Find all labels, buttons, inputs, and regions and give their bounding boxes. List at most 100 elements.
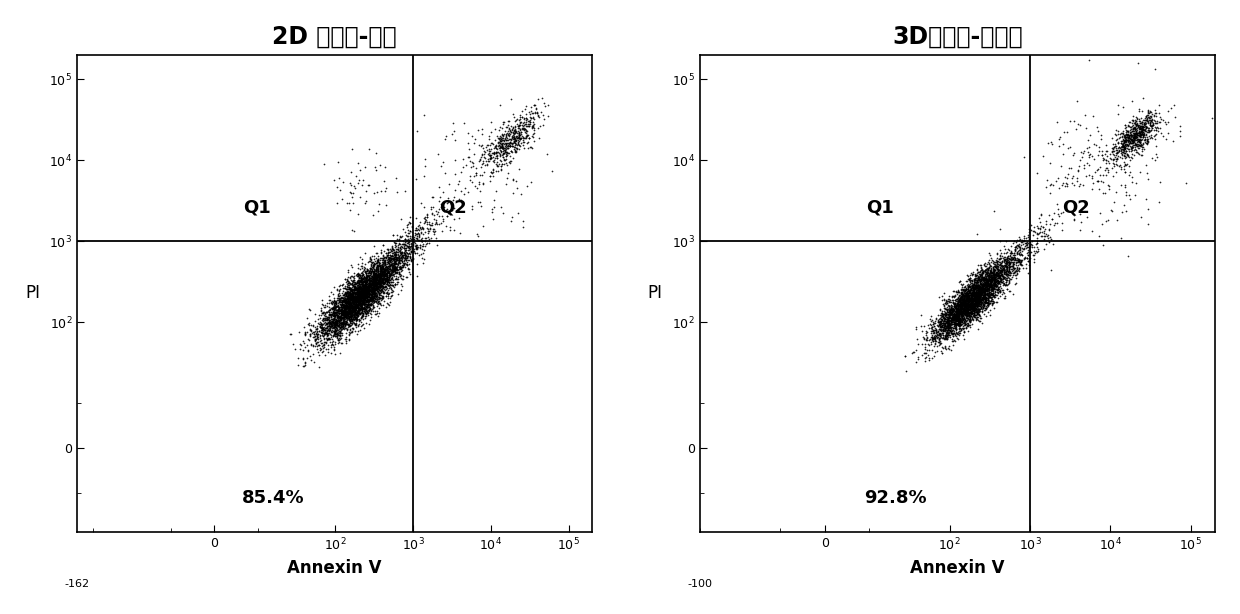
Point: [498, 143, 518, 153]
Point: [1111, 143, 1131, 153]
Point: [343, 302, 363, 312]
Point: [378, 262, 398, 271]
Point: [396, 251, 415, 261]
Point: [373, 277, 393, 287]
Point: [967, 295, 987, 305]
Point: [951, 305, 971, 314]
Point: [332, 280, 352, 290]
Point: [355, 273, 374, 282]
Point: [947, 308, 967, 317]
Point: [366, 279, 386, 289]
Point: [494, 155, 513, 165]
Point: [977, 263, 997, 273]
Point: [941, 305, 961, 315]
Point: [357, 307, 377, 317]
Point: [955, 298, 975, 308]
Point: [934, 312, 954, 322]
Point: [345, 293, 365, 303]
Point: [341, 293, 361, 303]
Point: [970, 291, 990, 301]
Point: [955, 298, 975, 308]
Point: [1038, 231, 1058, 241]
Point: [1132, 130, 1152, 139]
Point: [1145, 131, 1164, 141]
Point: [355, 287, 374, 297]
Point: [963, 309, 983, 319]
Point: [310, 325, 330, 335]
Point: [959, 309, 978, 319]
Point: [985, 270, 1004, 280]
Point: [481, 127, 501, 137]
Point: [357, 282, 377, 292]
Point: [954, 291, 973, 301]
Point: [517, 131, 537, 141]
Point: [928, 327, 947, 336]
Point: [350, 281, 370, 290]
Point: [368, 282, 388, 292]
Point: [939, 307, 959, 317]
Point: [1114, 126, 1133, 136]
Point: [357, 306, 377, 316]
Point: [963, 294, 983, 304]
Point: [351, 275, 371, 285]
Point: [950, 314, 970, 324]
Point: [334, 303, 353, 313]
Point: [353, 290, 373, 300]
Point: [336, 308, 356, 318]
Point: [373, 276, 393, 286]
Point: [327, 319, 347, 329]
Point: [461, 161, 481, 171]
Point: [418, 226, 438, 236]
Point: [371, 263, 391, 273]
Point: [973, 293, 993, 303]
Point: [343, 281, 363, 291]
Point: [994, 265, 1014, 275]
Point: [1145, 122, 1164, 132]
Point: [373, 267, 393, 277]
Point: [317, 326, 337, 336]
Point: [952, 287, 972, 297]
Point: [384, 247, 404, 257]
Point: [365, 274, 384, 284]
Point: [1137, 136, 1157, 146]
Point: [339, 301, 358, 311]
Point: [355, 295, 374, 305]
Point: [1118, 141, 1138, 150]
Point: [1011, 241, 1030, 251]
Point: [951, 325, 971, 335]
Point: [337, 301, 357, 311]
Point: [945, 309, 965, 319]
Point: [516, 125, 536, 134]
Point: [463, 204, 482, 214]
Point: [956, 290, 976, 300]
Point: [980, 260, 999, 270]
Point: [360, 278, 379, 288]
Point: [365, 280, 384, 290]
Point: [368, 254, 388, 264]
Point: [982, 280, 1002, 290]
Point: [1114, 144, 1133, 154]
Point: [1091, 176, 1111, 186]
Point: [1111, 146, 1131, 156]
Point: [374, 277, 394, 287]
Point: [367, 283, 387, 293]
Point: [528, 123, 548, 133]
Point: [1137, 138, 1157, 148]
Point: [322, 319, 342, 328]
Point: [959, 301, 978, 311]
Point: [346, 301, 366, 311]
Point: [1017, 263, 1037, 273]
Point: [951, 306, 971, 316]
Point: [361, 292, 381, 302]
Point: [355, 323, 374, 333]
Point: [345, 308, 365, 317]
Point: [367, 278, 387, 288]
Point: [327, 331, 347, 341]
Point: [965, 300, 985, 310]
Point: [370, 282, 389, 292]
Point: [990, 272, 1009, 282]
Point: [981, 274, 1001, 284]
Point: [981, 281, 1001, 290]
Point: [952, 302, 972, 312]
Point: [353, 272, 373, 282]
